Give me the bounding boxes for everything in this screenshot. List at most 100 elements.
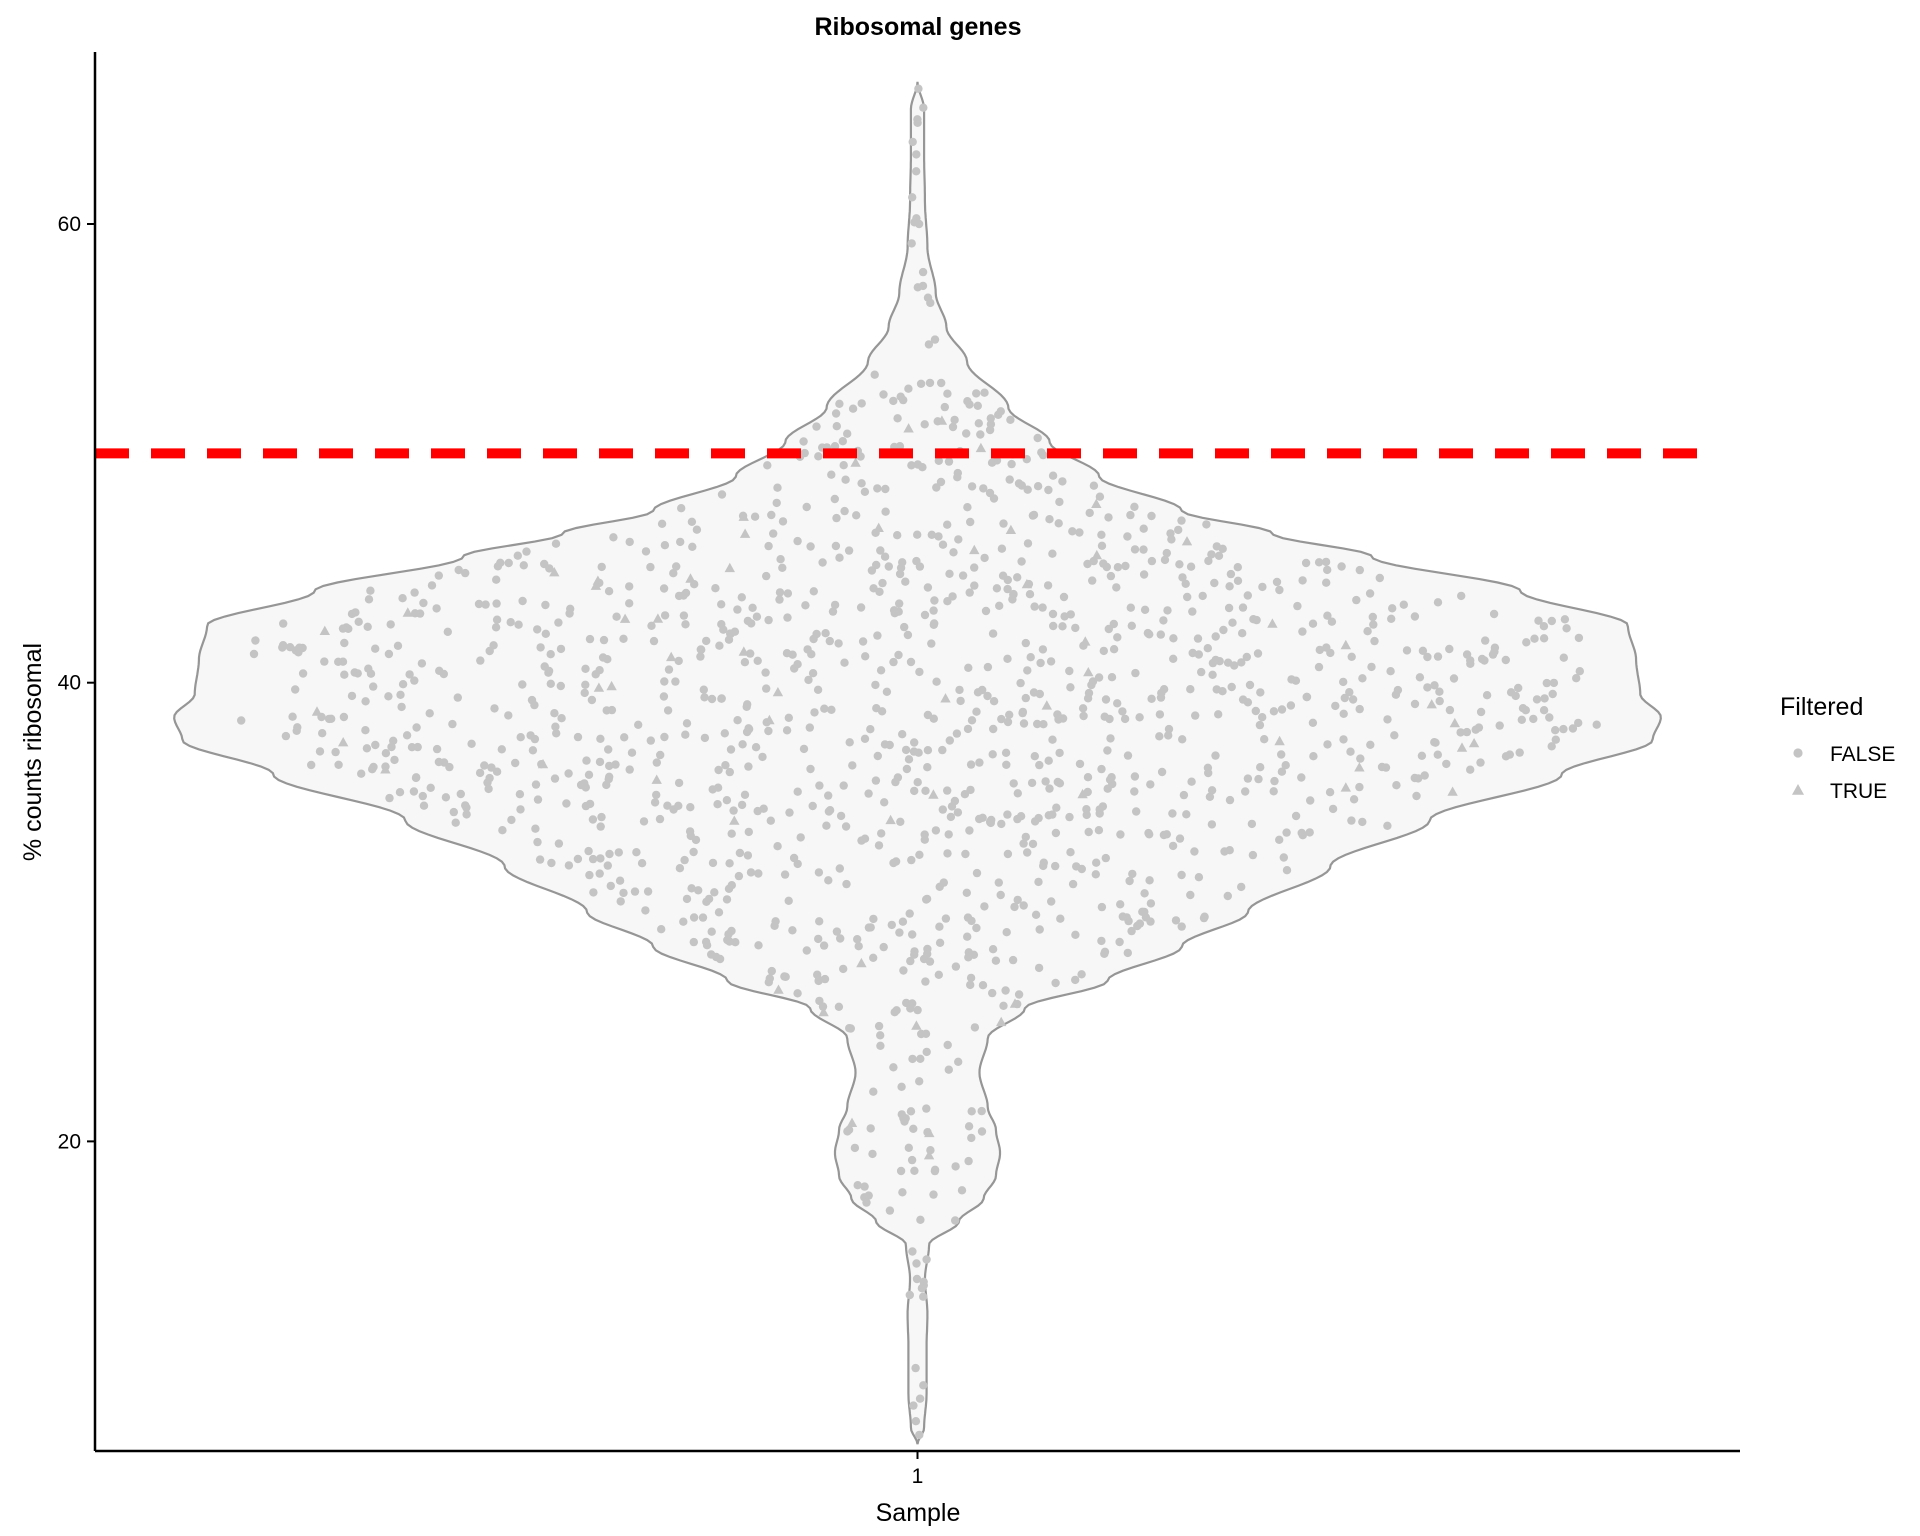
data-point-false: [1048, 735, 1057, 744]
data-point-false: [580, 688, 589, 698]
data-point-false: [963, 503, 972, 512]
data-point-false: [815, 917, 824, 926]
data-point-false: [582, 756, 591, 765]
data-point-false: [1132, 807, 1141, 816]
data-point-false: [515, 790, 525, 799]
data-point-false: [432, 604, 441, 613]
data-point-false: [660, 541, 670, 550]
data-point-false: [967, 482, 977, 491]
data-point-false: [835, 553, 844, 562]
data-point-true: [856, 957, 867, 968]
data-point-false: [840, 506, 849, 516]
data-point-false: [625, 765, 634, 774]
data-point-false: [965, 826, 974, 835]
data-point-false: [1036, 658, 1045, 668]
data-point-false: [740, 658, 750, 667]
data-point-false: [885, 740, 894, 750]
data-point-false: [1159, 830, 1169, 840]
data-point-false: [1066, 683, 1075, 692]
data-point-false: [1272, 577, 1282, 587]
data-point-false: [390, 755, 399, 765]
data-point-false: [1092, 858, 1101, 867]
data-point-false: [1399, 600, 1409, 609]
data-point-true: [1340, 639, 1351, 650]
data-point-false: [381, 749, 391, 758]
data-point-false: [1315, 645, 1325, 655]
data-point-false: [727, 926, 736, 936]
data-point-false: [407, 743, 417, 752]
data-point-false: [1034, 877, 1043, 887]
data-point-false: [402, 731, 412, 740]
data-point-false: [1481, 636, 1490, 645]
data-point-false: [895, 569, 905, 579]
data-point-false: [753, 806, 762, 816]
data-point-false: [1534, 616, 1543, 625]
data-point-false: [869, 1087, 878, 1096]
data-point-false: [1260, 735, 1269, 744]
data-point-false: [1077, 864, 1087, 874]
data-point-false: [1482, 691, 1492, 700]
data-point-false: [1188, 648, 1197, 658]
data-point-false: [1245, 680, 1255, 690]
data-point-false: [1186, 685, 1195, 694]
data-point-true: [818, 1006, 829, 1017]
data-point-false: [1002, 760, 1011, 769]
data-point-false: [922, 1104, 931, 1113]
data-point-false: [857, 479, 866, 488]
data-point-false: [979, 484, 988, 493]
data-point-false: [396, 690, 405, 699]
data-point-false: [860, 487, 870, 496]
data-point-false: [1115, 937, 1124, 947]
data-point-false: [853, 935, 862, 944]
data-point-false: [1219, 625, 1228, 635]
data-point-false: [885, 1206, 895, 1215]
data-point-false: [1177, 870, 1186, 880]
data-point-false: [607, 705, 617, 715]
data-point-false: [1339, 735, 1348, 744]
data-point-false: [820, 704, 829, 713]
data-point-false: [828, 607, 838, 616]
data-point-false: [894, 607, 903, 616]
data-point-false: [919, 1381, 928, 1390]
data-point-false: [1103, 746, 1112, 755]
data-point-false: [707, 927, 716, 936]
data-point-false: [707, 694, 717, 704]
data-point-false: [551, 722, 560, 731]
data-point-false: [1047, 897, 1056, 906]
data-point-false: [943, 520, 952, 529]
data-point-false: [941, 914, 951, 923]
data-point-false: [1085, 508, 1094, 518]
data-point-false: [1568, 724, 1578, 733]
data-point-false: [682, 894, 692, 904]
data-point-false: [864, 1191, 873, 1200]
data-point-false: [516, 733, 525, 742]
data-point-false: [806, 764, 815, 774]
data-point-false: [1058, 622, 1067, 631]
data-point-false: [818, 1002, 828, 1011]
data-point-false: [528, 746, 538, 755]
data-point-false: [676, 537, 685, 547]
data-point-false: [866, 725, 875, 734]
data-point-false: [930, 596, 939, 605]
data-point-false: [1079, 641, 1088, 650]
data-point-false: [1030, 752, 1040, 761]
data-point-false: [793, 989, 802, 998]
data-point-false: [898, 1188, 907, 1197]
data-point-false: [1391, 690, 1401, 699]
data-point-false: [1220, 847, 1229, 856]
data-point-false: [415, 609, 425, 618]
data-point-false: [1045, 784, 1054, 793]
data-point-false: [909, 747, 919, 756]
data-point-false: [802, 502, 811, 512]
data-point-false: [660, 611, 670, 620]
data-point-false: [1013, 999, 1022, 1009]
data-point-false: [762, 718, 771, 727]
data-point-false: [347, 691, 357, 701]
data-point-false: [1002, 928, 1011, 937]
data-point-false: [1106, 571, 1116, 581]
data-point-false: [632, 848, 641, 857]
data-point-false: [1120, 714, 1130, 724]
data-point-false: [936, 477, 946, 487]
data-point-true: [940, 693, 951, 703]
data-point-false: [1258, 582, 1267, 592]
